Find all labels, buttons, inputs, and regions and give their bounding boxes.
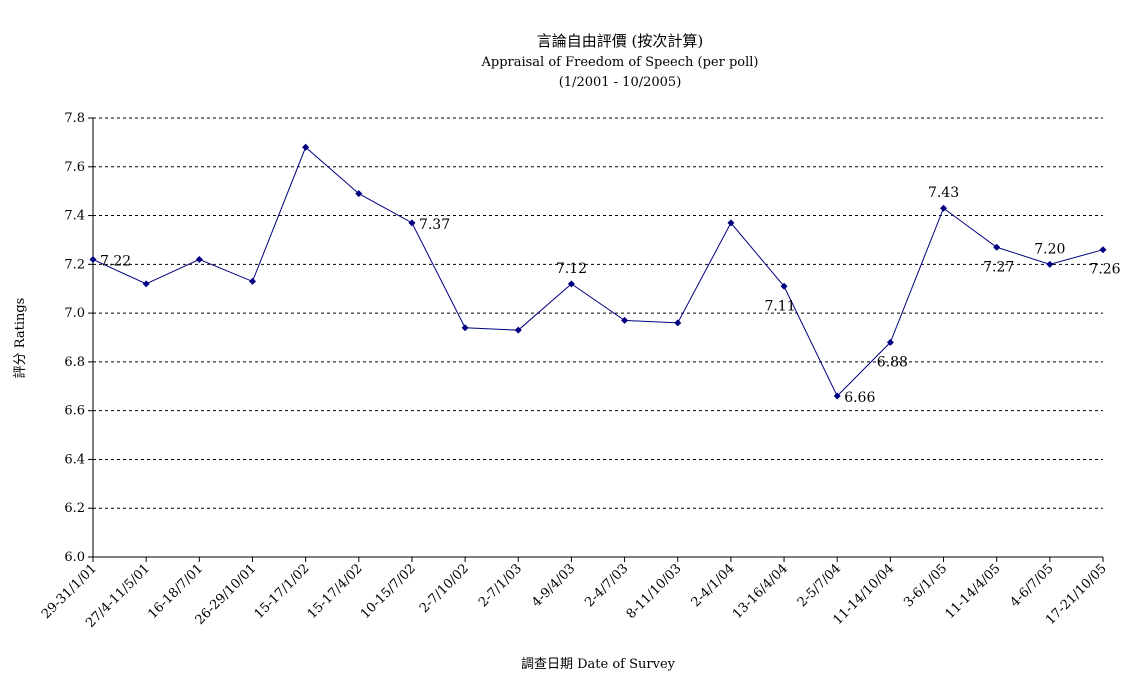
x-tick-label: 13-16/4/04 bbox=[730, 561, 791, 622]
data-point bbox=[727, 219, 735, 227]
y-axis-label: 評分 Ratings bbox=[13, 298, 28, 379]
data-label: 7.26 bbox=[1089, 262, 1120, 278]
x-tick-label: 10-15/7/02 bbox=[358, 561, 419, 622]
y-tick-label: 7.2 bbox=[64, 257, 85, 272]
data-label: 7.43 bbox=[928, 185, 959, 201]
x-tick-label: 4-9/4/03 bbox=[529, 561, 578, 610]
y-tick-label: 6.8 bbox=[64, 355, 85, 370]
data-labels: 7.22 7.37 7.12 7.11 6.66 6.88 7.43 7.27 7.20 7.26 bbox=[100, 185, 1121, 406]
data-point bbox=[567, 280, 575, 288]
x-tick-label: 2-7/1/03 bbox=[476, 561, 525, 610]
data-point bbox=[621, 316, 629, 324]
data-label: 7.12 bbox=[556, 261, 587, 277]
x-tick-label: 2-4/7/03 bbox=[582, 561, 631, 610]
data-point bbox=[195, 255, 203, 263]
data-point bbox=[1046, 260, 1054, 268]
data-point bbox=[833, 392, 841, 400]
y-tick-label: 7.0 bbox=[64, 306, 85, 321]
data-label: 6.66 bbox=[844, 390, 875, 406]
x-tick-label: 15-17/1/02 bbox=[252, 561, 313, 622]
series-line bbox=[92, 146, 1104, 397]
x-tick-label: 2-5/7/04 bbox=[795, 561, 844, 610]
y-tick-label: 6.6 bbox=[64, 404, 85, 419]
data-point bbox=[461, 324, 469, 332]
data-point bbox=[302, 143, 310, 151]
data-point bbox=[940, 204, 948, 212]
chart-title: 言論自由評價 (按次計算) bbox=[537, 32, 703, 50]
x-tick-label: 4-6/7/05 bbox=[1008, 561, 1057, 610]
data-label: 7.22 bbox=[100, 253, 131, 269]
y-tick-label: 6.2 bbox=[64, 501, 85, 516]
y-tick-label: 7.6 bbox=[64, 160, 85, 175]
x-tick-label: 2-7/10/02 bbox=[417, 561, 472, 616]
data-point bbox=[1099, 246, 1107, 254]
data-label: 7.11 bbox=[764, 298, 795, 314]
data-label: 7.20 bbox=[1034, 241, 1065, 257]
data-point bbox=[355, 190, 363, 198]
data-point bbox=[248, 277, 256, 285]
data-label: 7.37 bbox=[419, 217, 450, 233]
x-tick-label: 8-11/10/03 bbox=[624, 561, 685, 622]
y-tick-label: 7.8 bbox=[64, 111, 85, 126]
axes bbox=[88, 117, 1104, 562]
data-point bbox=[993, 243, 1001, 251]
data-point bbox=[89, 255, 97, 263]
x-tick-label: 11-14/4/05 bbox=[943, 561, 1004, 622]
data-label: 7.27 bbox=[983, 259, 1014, 275]
data-point bbox=[408, 219, 416, 227]
data-point bbox=[142, 280, 150, 288]
y-tick-label: 7.4 bbox=[64, 209, 85, 224]
data-label: 6.88 bbox=[877, 354, 908, 370]
data-point bbox=[514, 326, 522, 334]
x-tick-label: 15-17/4/02 bbox=[305, 561, 366, 622]
data-point bbox=[886, 338, 894, 346]
x-tick-label: 2-4/1/04 bbox=[689, 561, 738, 610]
data-point bbox=[674, 319, 682, 327]
x-tick-labels: 29-31/1/0127/4-11/5/0116-18/7/0126-29/10… bbox=[39, 561, 1110, 631]
series-ratings bbox=[89, 143, 1107, 400]
y-tick-label: 6.0 bbox=[64, 550, 85, 565]
x-axis-label: 調查日期 Date of Survey bbox=[521, 657, 676, 672]
data-point bbox=[780, 282, 788, 290]
chart-date-range: (1/2001 - 10/2005) bbox=[559, 75, 682, 90]
y-tick-labels: 6.0 6.2 6.4 6.6 6.8 7.0 7.2 7.4 7.6 7.8 bbox=[64, 111, 85, 565]
y-tick-label: 6.4 bbox=[64, 452, 85, 467]
x-tick-label: 3-6/1/05 bbox=[901, 561, 950, 610]
grid-lines bbox=[93, 117, 1103, 509]
chart-subtitle: Appraisal of Freedom of Speech (per poll… bbox=[480, 55, 758, 70]
